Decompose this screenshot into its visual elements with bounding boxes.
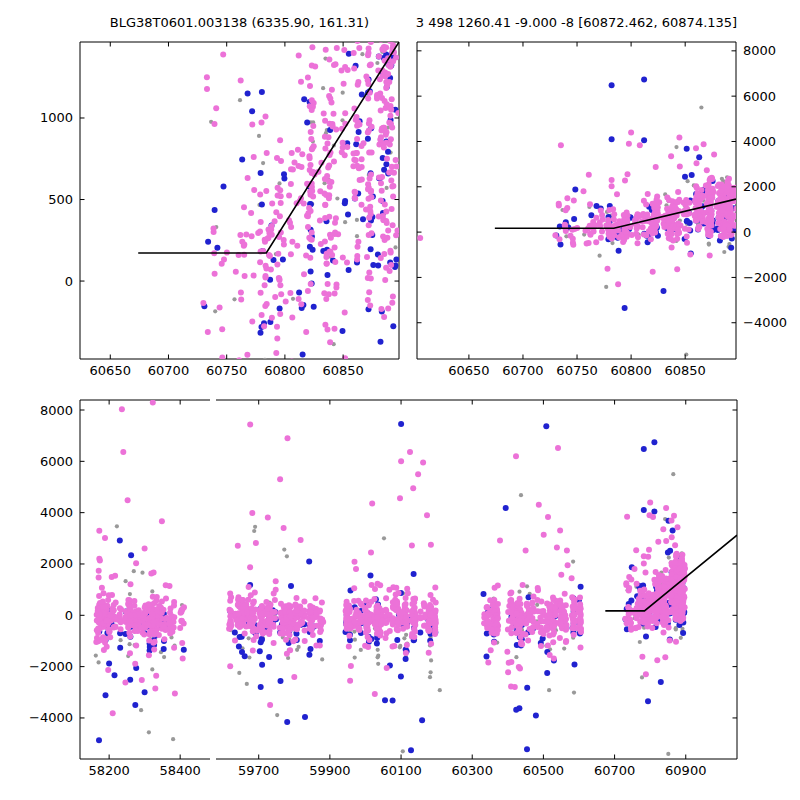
y-tick-label: 4000	[743, 134, 776, 149]
scatter-points-top_right	[417, 76, 740, 356]
x-tick-label: 60800	[610, 363, 651, 378]
panel-title-left: BLG38T0601.003138 (6335.90, 161.31)	[110, 15, 369, 30]
x-tick-label: 60300	[452, 763, 493, 778]
y-tick-label: 1000	[40, 110, 73, 125]
axes-frame-top_left	[80, 42, 399, 359]
x-tick-label: 58400	[159, 763, 200, 778]
y-tick-label: 4000	[40, 505, 73, 520]
y-tick-label: −2000	[743, 270, 787, 285]
scatter-points-bottom	[93, 400, 688, 756]
x-tick-label: 60750	[556, 363, 597, 378]
x-tick-label: 60100	[380, 763, 421, 778]
panel-title-right: 3 498 1260.41 -9.000 -8 [60872.462, 6087…	[416, 15, 737, 30]
y-tick-label: 0	[65, 274, 73, 289]
scatter-points-top_left	[200, 35, 401, 366]
x-tick-label: 60650	[448, 363, 489, 378]
x-tick-label: 59900	[309, 763, 350, 778]
x-tick-label: 60650	[90, 363, 131, 378]
y-tick-label: 2000	[743, 179, 776, 194]
scatter-plot-canvas: 6065060700607506080060850050010006065060…	[0, 0, 800, 800]
y-tick-label: 6000	[40, 454, 73, 469]
x-tick-label: 60900	[665, 763, 706, 778]
x-tick-label: 60850	[322, 363, 363, 378]
panel-bottom: 58200 58400 59700 59900 60100 60300 60500 60700…	[29, 400, 737, 778]
y-tick-label: 2000	[40, 556, 73, 571]
y-tick-label: 500	[48, 192, 73, 207]
y-tick-label: −2000	[29, 659, 73, 674]
y-tick-label: 8000	[40, 403, 73, 418]
y-tick-label: 0	[743, 225, 751, 240]
x-tick-label: 60500	[523, 763, 564, 778]
x-tick-label: 60700	[148, 363, 189, 378]
y-tick-label: 0	[65, 608, 73, 623]
panel-top_left: 60650 60700 60750 60800 60850 0 500 1000	[40, 35, 401, 378]
x-tick-label: 60700	[502, 363, 543, 378]
x-tick-label: 60850	[664, 363, 705, 378]
x-tick-label: 60750	[206, 363, 247, 378]
y-tick-label: 8000	[743, 43, 776, 58]
x-tick-label: 60800	[264, 363, 305, 378]
ticks-top_left: 60650 60700 60750 60800 60850 0 500 1000	[40, 42, 399, 378]
x-tick-label: 58200	[88, 763, 129, 778]
y-tick-label: 6000	[743, 89, 776, 104]
y-tick-label: −4000	[29, 710, 73, 725]
x-tick-label: 60700	[594, 763, 635, 778]
panel-top_right: 60650 60700 60750 60800 60850 −4000 −2000 0 2000…	[417, 42, 787, 378]
y-tick-label: −4000	[743, 315, 787, 330]
x-tick-label: 59700	[238, 763, 279, 778]
light-curve-figure: 6065060700607506080060850050010006065060…	[0, 0, 800, 800]
